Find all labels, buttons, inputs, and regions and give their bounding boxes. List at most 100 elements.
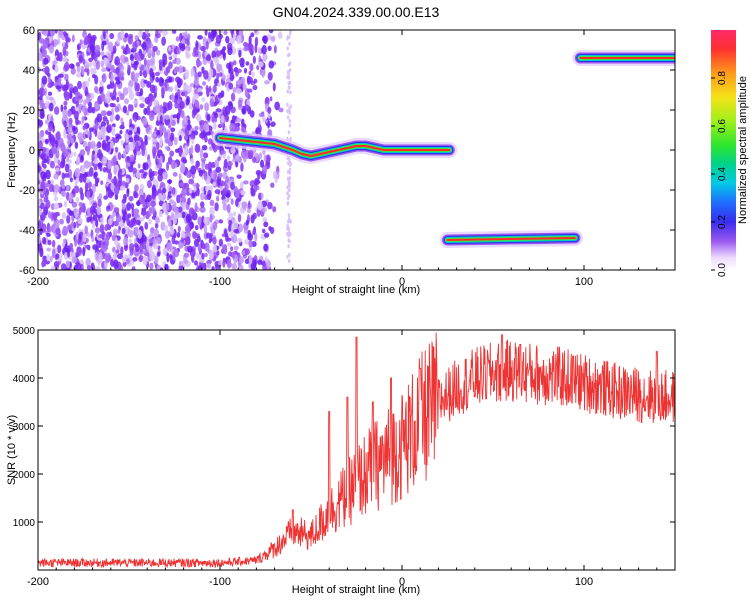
noise-point [171, 30, 177, 34]
noise-point [79, 149, 86, 157]
noise-point [38, 52, 44, 62]
noise-point [73, 151, 77, 157]
noise-point [94, 177, 100, 184]
noise-point [198, 91, 203, 96]
noise-point [236, 117, 242, 123]
noise-point [122, 150, 127, 159]
noise-point [190, 157, 195, 165]
noise-point [286, 226, 289, 231]
noise-point [128, 242, 135, 253]
noise-point [85, 244, 90, 249]
noise-point [99, 224, 105, 234]
noise-point [65, 37, 71, 43]
spectrogram-y-label: Frequency (Hz) [6, 112, 18, 188]
noise-point [230, 198, 234, 205]
noise-point [262, 263, 267, 270]
noise-point [278, 31, 283, 40]
noise-point [96, 258, 103, 264]
noise-point [182, 115, 189, 126]
noise-point [75, 262, 82, 270]
noise-point [156, 129, 161, 136]
noise-point [214, 264, 220, 270]
noise-point [109, 32, 115, 40]
noise-point [264, 256, 268, 264]
noise-point [116, 96, 120, 103]
noise-point [140, 141, 146, 152]
noise-point [74, 167, 81, 178]
noise-point [194, 125, 199, 131]
noise-point [122, 87, 129, 96]
noise-point [40, 202, 45, 210]
noise-point [288, 187, 291, 192]
noise-point [166, 146, 171, 152]
bot-y-tick-label: 4000 [13, 374, 36, 385]
noise-point [120, 246, 124, 256]
noise-point [78, 54, 83, 64]
noise-point [113, 83, 117, 92]
noise-point [270, 121, 276, 127]
noise-point [197, 51, 202, 60]
top-y-tick-label: -60 [19, 265, 35, 277]
noise-point [176, 47, 181, 55]
noise-point [69, 177, 74, 183]
noise-point [119, 71, 122, 79]
noise-point [75, 197, 80, 203]
colorbar-ticks: 0.0 0.2 0.4 0.6 0.8 [711, 71, 728, 277]
noise-point [48, 211, 52, 219]
noise-point [146, 250, 150, 258]
noise-point [219, 34, 223, 39]
noise-point [91, 183, 96, 194]
noise-point [95, 103, 99, 110]
noise-point [237, 213, 242, 223]
noise-point [231, 262, 237, 270]
noise-point [236, 79, 243, 86]
noise-point [179, 32, 183, 43]
noise-point [159, 123, 164, 134]
noise-point [270, 35, 276, 43]
noise-point [287, 244, 290, 249]
noise-point [287, 213, 291, 218]
noise-point [146, 241, 150, 251]
noise-point [243, 46, 249, 52]
noise-point [140, 234, 147, 244]
noise-point [248, 35, 252, 45]
noise-point [47, 180, 51, 185]
noise-point [85, 178, 90, 184]
noise-point [163, 131, 169, 139]
noise-point [71, 201, 78, 208]
noise-point [40, 171, 46, 180]
colorbar-tick-label: 0.2 [717, 215, 728, 229]
noise-point [202, 58, 208, 66]
noise-point [179, 193, 183, 198]
noise-point [215, 108, 222, 113]
noise-point [181, 196, 185, 202]
noise-point [91, 153, 95, 162]
noise-point [261, 206, 267, 213]
noise-point [38, 227, 43, 236]
noise-point [142, 255, 148, 266]
noise-point [198, 169, 203, 177]
noise-point [114, 56, 121, 66]
noise-point [100, 60, 105, 68]
bot-y-tick-label: 1000 [13, 518, 36, 529]
noise-point [44, 182, 50, 188]
noise-point [146, 194, 152, 203]
noise-point [39, 109, 43, 115]
noise-point [265, 154, 271, 163]
noise-point [143, 162, 149, 171]
noise-point [251, 71, 255, 78]
bot-x-tick-label: 100 [575, 576, 593, 588]
noise-point [184, 89, 188, 98]
noise-point [124, 56, 129, 63]
noise-point [40, 181, 46, 191]
noise-point [66, 133, 73, 140]
noise-point [111, 115, 116, 121]
noise-point [184, 224, 191, 234]
noise-point [223, 30, 228, 35]
noise-point [169, 150, 175, 157]
noise-point [211, 50, 216, 59]
noise-point [262, 35, 268, 43]
noise-point [228, 212, 234, 219]
noise-point [230, 181, 235, 190]
noise-point [100, 121, 107, 127]
